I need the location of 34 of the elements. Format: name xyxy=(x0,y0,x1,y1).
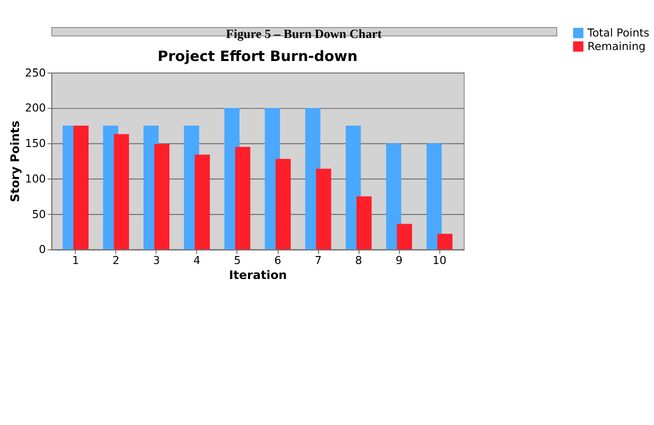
y-tick-label: 200 xyxy=(24,102,46,115)
y-tick-label: 250 xyxy=(24,66,46,80)
bar xyxy=(73,126,89,250)
legend-label: Remaining xyxy=(588,40,646,53)
y-tick-label: 50 xyxy=(32,208,46,221)
y-axis-title: Story Points xyxy=(8,120,22,202)
y-tick-label: 100 xyxy=(24,172,46,186)
bar xyxy=(316,168,332,250)
x-tick-label: 8 xyxy=(355,254,362,268)
x-tick-label: 5 xyxy=(234,254,241,268)
bar xyxy=(114,134,130,250)
bar xyxy=(386,143,402,250)
x-tick-label: 9 xyxy=(396,254,403,268)
x-tick-label: 7 xyxy=(314,254,322,268)
x-tick-label: 6 xyxy=(274,254,282,268)
bar xyxy=(356,196,372,250)
y-tick-label: 150 xyxy=(24,137,46,150)
x-tick-label: 1 xyxy=(72,254,80,268)
x-tick-label: 3 xyxy=(152,254,160,268)
x-tick-label: 4 xyxy=(193,254,200,268)
bar xyxy=(235,146,250,250)
bar xyxy=(194,154,210,250)
bar xyxy=(276,158,291,250)
x-tick-label: 2 xyxy=(112,254,120,268)
bar xyxy=(426,143,442,250)
legend-label: Total Points xyxy=(586,26,650,40)
x-tick-label: 10 xyxy=(432,254,447,268)
x-axis-title: Iteration xyxy=(229,268,287,282)
bar xyxy=(154,144,170,250)
caption: Figure 5 – Burn Down Chart xyxy=(226,27,382,42)
chart-title: Project Effort Burn-down xyxy=(158,48,358,65)
y-tick-label: 0 xyxy=(38,243,46,256)
bar xyxy=(437,234,452,250)
bar xyxy=(396,224,412,250)
